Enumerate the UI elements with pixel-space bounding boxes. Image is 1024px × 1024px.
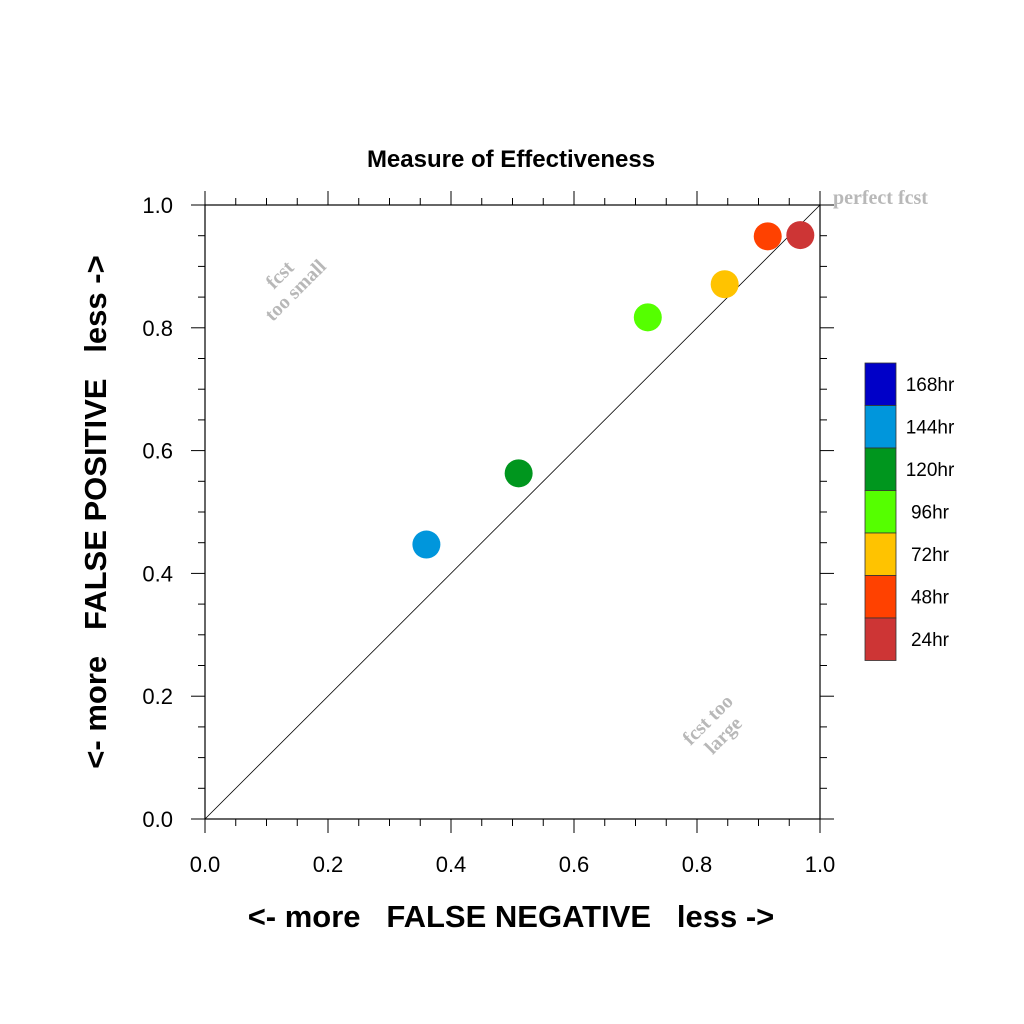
x-axis-label: <- more FALSE NEGATIVE less -> bbox=[248, 899, 775, 934]
data-point-144hr bbox=[412, 530, 441, 559]
y-tick-label: 0.8 bbox=[142, 316, 173, 341]
y-tick-label: 0.6 bbox=[142, 439, 173, 464]
legend-swatch-24hr bbox=[864, 617, 897, 661]
legend-label-48hr: 48hr bbox=[911, 588, 950, 609]
legend-swatch-96hr bbox=[864, 490, 897, 534]
data-point-96hr bbox=[633, 303, 662, 332]
chart-title: Measure of Effectiveness bbox=[367, 146, 655, 173]
legend-label-96hr: 96hr bbox=[911, 503, 950, 524]
legend-label-120hr: 120hr bbox=[906, 460, 955, 481]
perfect-fcst-annotation: perfect fcst bbox=[833, 187, 928, 209]
data-point-120hr bbox=[504, 459, 533, 488]
legend-swatch-120hr bbox=[864, 447, 897, 491]
legend-label-144hr: 144hr bbox=[906, 418, 955, 439]
too-small-annotation: fcst too small bbox=[261, 255, 331, 325]
legend-swatch-72hr bbox=[864, 532, 897, 576]
too-small-line-2: too small bbox=[261, 255, 331, 325]
y-tick-label: 0.4 bbox=[142, 561, 173, 586]
legend: 168hr 144hr 120hr 96hr 72hr 48hr 24hr bbox=[864, 362, 955, 661]
axis-ticks bbox=[191, 191, 834, 833]
y-tick-labels: 0.0 0.2 0.4 0.6 0.8 1.0 bbox=[142, 193, 173, 832]
x-tick-label: 0.6 bbox=[559, 852, 590, 877]
y-tick-label: 1.0 bbox=[142, 193, 173, 218]
y-tick-label: 0.0 bbox=[142, 807, 173, 832]
x-tick-labels: 0.0 0.2 0.4 0.6 0.8 1.0 bbox=[190, 852, 836, 877]
x-tick-label: 1.0 bbox=[805, 852, 836, 877]
data-points bbox=[412, 221, 815, 559]
data-point-72hr bbox=[710, 270, 739, 299]
diagonal-line bbox=[204, 204, 821, 820]
legend-label-168hr: 168hr bbox=[906, 375, 955, 396]
y-tick-label: 0.2 bbox=[142, 684, 173, 709]
x-tick-label: 0.8 bbox=[682, 852, 713, 877]
legend-swatch-168hr bbox=[864, 362, 897, 406]
x-tick-label: 0.0 bbox=[190, 852, 221, 877]
data-point-24hr bbox=[786, 221, 815, 250]
legend-label-72hr: 72hr bbox=[911, 545, 950, 566]
legend-swatch-144hr bbox=[864, 405, 897, 449]
y-axis-label: <- more FALSE POSITIVE less -> bbox=[78, 255, 113, 768]
x-tick-label: 0.2 bbox=[313, 852, 344, 877]
too-large-annotation: fcst too large bbox=[679, 691, 747, 759]
legend-swatch-48hr bbox=[864, 575, 897, 619]
legend-label-24hr: 24hr bbox=[911, 630, 950, 651]
x-tick-label: 0.4 bbox=[436, 852, 467, 877]
data-point-48hr bbox=[753, 222, 782, 251]
